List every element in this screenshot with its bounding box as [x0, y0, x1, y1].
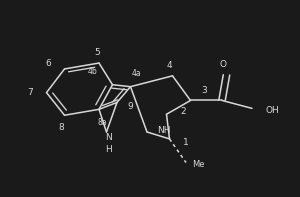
- Text: O: O: [220, 59, 227, 69]
- Text: 7: 7: [27, 88, 33, 97]
- Text: 5: 5: [94, 48, 100, 57]
- Text: 6: 6: [45, 59, 51, 68]
- Text: 1: 1: [183, 138, 189, 147]
- Text: H: H: [105, 145, 111, 154]
- Text: Me: Me: [192, 160, 204, 169]
- Text: 3: 3: [201, 86, 207, 95]
- Text: 9: 9: [128, 102, 134, 111]
- Text: 4b: 4b: [88, 67, 98, 76]
- Text: NH: NH: [157, 125, 170, 135]
- Text: 4a: 4a: [132, 69, 141, 78]
- Text: 4: 4: [167, 60, 172, 70]
- Text: 8a: 8a: [97, 118, 107, 127]
- Text: 8: 8: [58, 123, 64, 132]
- Text: N: N: [105, 133, 111, 142]
- Text: OH: OH: [266, 106, 279, 115]
- Text: 2: 2: [180, 107, 186, 116]
